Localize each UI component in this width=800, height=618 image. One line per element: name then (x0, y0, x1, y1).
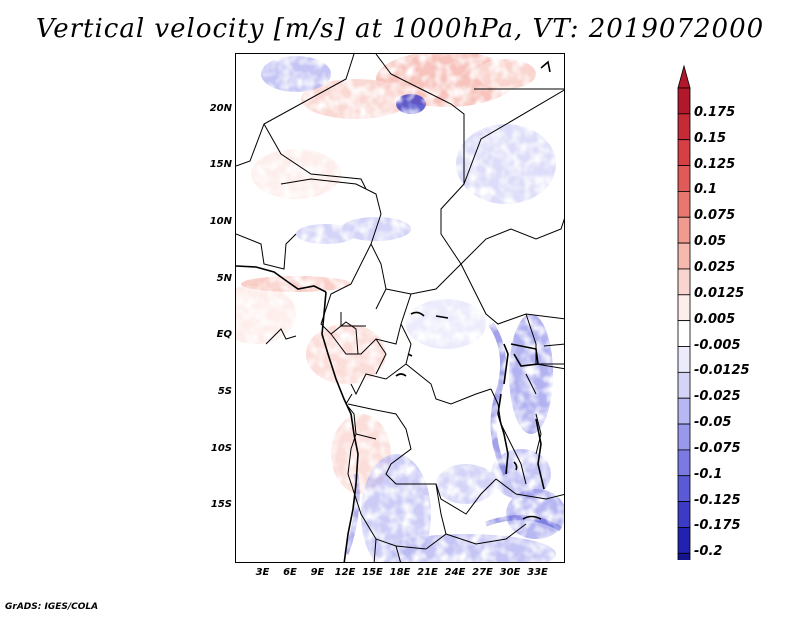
lat-tick-label: 15N (209, 159, 232, 171)
colorbar-swatch (677, 320, 691, 347)
colorbar-swatch (677, 371, 691, 399)
lon-tick-label: 24E (444, 567, 466, 578)
colorbar-level-label: 0.1 (694, 182, 718, 198)
colorbar-swatch (677, 216, 691, 244)
colorbar-swatch (677, 190, 691, 218)
lat-tick-label: 5S (217, 386, 232, 397)
lat-tick-label: 5N (216, 272, 232, 284)
colorbar-level-label: 0.005 (694, 311, 736, 327)
lat-tick-label: 10N (209, 216, 232, 227)
map-panel (235, 53, 565, 563)
lon-tick-label: 27E (472, 567, 493, 578)
colorbar-level-label: -0.075 (694, 440, 741, 456)
grads-credit: GrADS: IGES/COLA (5, 602, 99, 612)
colorbar-level-label: 0.15 (694, 130, 727, 146)
lon-tick-label: 18E (389, 567, 411, 578)
colorbar-level-label: -0.005 (694, 337, 741, 353)
lat-tick-label: 15S (210, 499, 232, 511)
colorbar-level-label: 0.075 (694, 208, 736, 224)
colorbar-level-label: 0.025 (694, 259, 736, 275)
colorbar (677, 64, 691, 560)
colorbar-level-label: -0.175 (694, 518, 741, 534)
colorbar-level-label: 0.05 (694, 234, 727, 250)
noise-overlay (236, 54, 564, 562)
colorbar-swatch (677, 527, 691, 554)
lon-tick-label: 12E (334, 567, 356, 578)
lon-tick-label: 3E (255, 567, 270, 578)
colorbar-level-label: -0.2 (694, 544, 723, 560)
colorbar-swatch (677, 449, 691, 477)
colorbar-swatch (677, 165, 691, 192)
coastlines-and-lakes (236, 60, 551, 562)
lon-tick-label: 6E (283, 567, 297, 578)
colorbar-swatch (677, 397, 691, 425)
lon-tick-label: 33E (527, 567, 548, 578)
lat-tick-label: EQ (216, 329, 232, 341)
colorbar-level-label: 0.125 (694, 156, 736, 172)
colorbar-swatch (677, 552, 691, 560)
colorbar-swatch (677, 294, 691, 322)
colorbar-top-arrow (677, 64, 691, 89)
map-field (236, 54, 564, 562)
colorbar-swatch (677, 346, 691, 373)
colorbar-level-label: -0.05 (694, 415, 732, 431)
colorbar-swatch (677, 423, 691, 451)
lon-tick-label: 30E (499, 567, 521, 578)
lon-tick-label: 9E (310, 567, 325, 578)
lon-tick-label: 21E (417, 567, 438, 578)
colorbar-swatch (677, 139, 691, 166)
colorbar-level-label: -0.025 (694, 389, 741, 405)
lon-tick-label: 15E (362, 567, 383, 578)
lat-tick-label: 10S (210, 442, 232, 454)
colorbar-swatch (677, 242, 691, 270)
colorbar-level-label: -0.0125 (694, 363, 750, 379)
colorbar-level-label: 0.0125 (694, 285, 745, 301)
colorbar-swatch (677, 113, 691, 141)
colorbar-level-label: 0.175 (694, 104, 736, 120)
colorbar-level-label: -0.125 (694, 492, 741, 508)
colorbar-swatch (677, 268, 691, 296)
colorbar-swatch (677, 475, 691, 503)
colorbar-swatch (677, 87, 691, 115)
colorbar-swatch (677, 501, 691, 528)
colorbar-level-label: -0.1 (694, 466, 723, 482)
lat-tick-label: 20N (209, 102, 232, 114)
country-borders (236, 54, 564, 562)
page-title: Vertical velocity [m/s] at 1000hPa, VT: … (35, 14, 765, 44)
